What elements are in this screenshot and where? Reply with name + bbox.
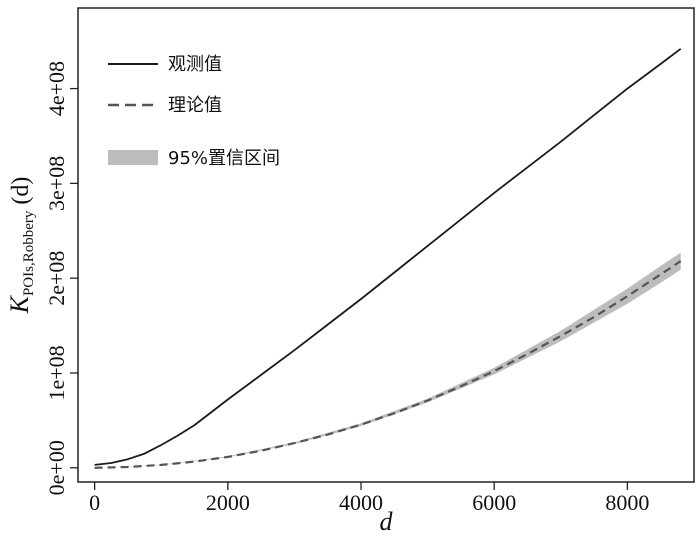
x-axis-label: d: [380, 507, 394, 536]
series-layer: [94, 48, 682, 469]
y-axis-label-suffix: (d): [8, 177, 34, 211]
x-axis-ticks: 0 2000 4000 6000 8000: [89, 482, 649, 515]
legend-label-theoretical: 理论值: [168, 95, 222, 116]
x-tick-label: 8000: [605, 490, 649, 515]
confidence-band: [94, 252, 681, 468]
series-line-theoretical: [94, 260, 682, 469]
legend-label-confidence-band: 95%置信区间: [168, 148, 280, 169]
plot-frame: [77, 7, 695, 483]
y-tick-label: 0e+00: [44, 440, 69, 495]
legend-swatch-confidence-band: [108, 150, 158, 165]
y-tick-label: 1e+08: [44, 345, 69, 400]
legend-label-observed: 观测值: [168, 54, 222, 75]
y-axis-label-main: K: [5, 294, 34, 314]
confidence-band-layer: [94, 252, 681, 468]
y-axis-label-subscript: POIs,Robbery: [21, 210, 37, 296]
series-line-observed: [94, 48, 682, 466]
x-tick-label: 4000: [339, 490, 383, 515]
y-tick-label: 3e+08: [44, 156, 69, 211]
x-tick-label: 0: [89, 490, 100, 515]
x-tick-label: 6000: [472, 490, 516, 515]
y-tick-label: 2e+08: [44, 251, 69, 306]
x-tick-label: 2000: [206, 490, 250, 515]
y-tick-label: 4e+08: [44, 61, 69, 116]
y-axis-ticks: 0e+00 1e+08 2e+08 3e+08 4e+08: [44, 61, 78, 495]
legend: 观测值 理论值 95%置信区间: [108, 54, 280, 169]
y-axis-label: KPOIs,Robbery (d): [5, 177, 37, 315]
